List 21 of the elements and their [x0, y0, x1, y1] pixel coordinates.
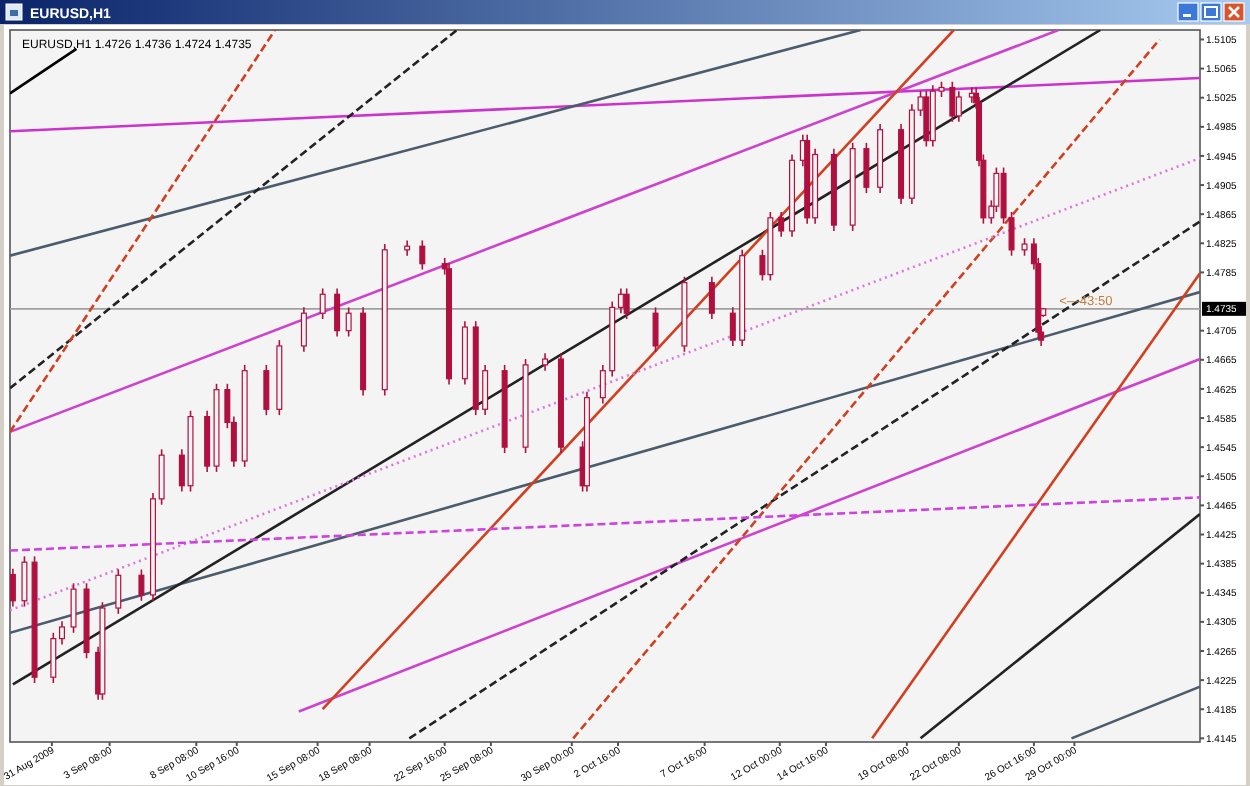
candlestick — [50, 632, 57, 684]
candlestick — [623, 287, 630, 320]
candlestick — [345, 306, 352, 338]
candlestick — [923, 90, 930, 148]
candlestick — [21, 555, 28, 608]
candlestick — [778, 211, 785, 238]
candlestick — [404, 239, 411, 257]
candlestick — [955, 90, 962, 123]
candlestick — [949, 80, 956, 123]
candlestick — [652, 306, 659, 353]
candlestick — [863, 142, 870, 194]
candlestick — [300, 306, 307, 353]
candlestick — [708, 276, 715, 320]
candlestick — [263, 364, 270, 416]
candlestick — [115, 568, 122, 615]
candlestick — [334, 287, 341, 338]
candlestick — [10, 567, 16, 608]
candlestick — [419, 239, 426, 271]
candlestick — [319, 287, 326, 320]
candlestick — [138, 568, 145, 602]
candlestick — [70, 582, 77, 634]
